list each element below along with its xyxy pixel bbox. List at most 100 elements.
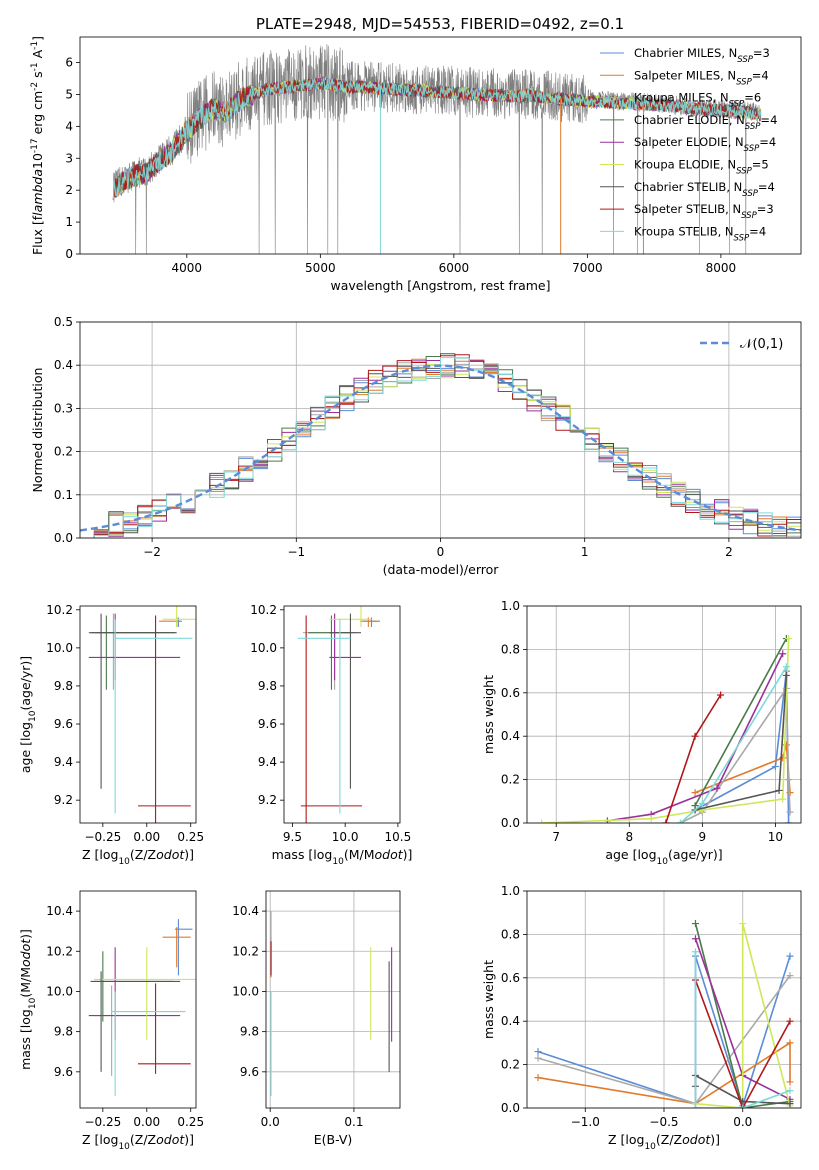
x-tick-label: −0.25 (84, 1115, 121, 1129)
y-tick-label: 9.4 (54, 755, 73, 769)
y-axis-label: Normed distribution (30, 368, 45, 493)
mass-weight-point (782, 663, 790, 671)
mass-weight-point (786, 1078, 794, 1086)
y-tick-label: 0.8 (501, 642, 520, 656)
mass-weight-line (694, 979, 791, 1108)
x-tick-label: 0.00 (133, 830, 160, 844)
x-tick-label: 0.25 (177, 1115, 204, 1129)
x-tick-label: 6000 (439, 261, 470, 275)
y-tick-label: 6 (65, 56, 73, 70)
x-axis-label: E(B-V) (314, 1132, 353, 1147)
legend-label: 𝒩(0,1) (740, 337, 783, 352)
x-tick-label: 10.5 (385, 830, 412, 844)
mass-weight-line (665, 694, 722, 823)
plot-area (112, 44, 762, 254)
y-tick-label: 9.6 (240, 1065, 259, 1079)
plot-area (534, 920, 794, 1108)
model-spectrum (112, 76, 762, 200)
y-tick-label: 10.4 (46, 904, 73, 918)
x-tick-label: 0.0 (733, 1115, 752, 1129)
x-axis-label: Z [log10(Z/Zodot)] (82, 1132, 194, 1152)
mass-weight-point (775, 786, 783, 794)
y-tick-label: 0.2 (501, 773, 520, 787)
mass-weight-point (713, 784, 721, 792)
y-tick-label: 0.1 (54, 488, 73, 502)
axes-frame (79, 605, 197, 824)
mass-weight-point (786, 952, 794, 960)
y-tick-label: 9.8 (258, 679, 277, 693)
mass-weight-point (534, 1074, 542, 1082)
y-tick-label: 0.0 (501, 816, 520, 830)
y-tick-label: 10.2 (250, 603, 277, 617)
y-axis-label: age [log10(age/yr)] (18, 656, 38, 773)
mass-weight-point (785, 776, 793, 784)
x-tick-label: 0.0 (261, 1115, 280, 1129)
y-tick-label: 9.8 (54, 679, 73, 693)
mass-weight-point (691, 920, 699, 928)
mass-weight-point (785, 819, 793, 823)
mass-weight-point (698, 799, 706, 807)
axes-frame (283, 605, 401, 824)
panel-spectrum: Chabrier MILES, NSSP=3 Salpeter MILES, NS… (30, 36, 802, 293)
y-tick-label: 10.0 (232, 984, 259, 998)
axes-frame (79, 36, 802, 255)
y-tick-label: 0.6 (501, 971, 520, 985)
mass-weight-line (694, 675, 788, 811)
y-tick-label: 0.3 (54, 401, 73, 415)
mass-weight-point (779, 795, 787, 803)
y-tick-label: 1.0 (501, 884, 520, 898)
y-tick-label: 9.6 (258, 717, 277, 731)
mass-weight-point (786, 1017, 794, 1025)
x-tick-label: 0 (437, 545, 445, 559)
y-tick-label: 4 (65, 119, 73, 133)
x-tick-label: −0.5 (649, 1115, 678, 1129)
y-tick-label: 0.2 (54, 445, 73, 459)
y-tick-label: 9.8 (54, 1025, 73, 1039)
mass-weight-point (691, 948, 699, 956)
mass-weight-point (534, 1054, 542, 1062)
plot-area (538, 635, 794, 823)
y-tick-label: 10.0 (46, 984, 73, 998)
y-tick-label: 9.6 (54, 717, 73, 731)
mass-weight-point (786, 972, 794, 980)
x-axis-label: wavelength [Angstrom, rest frame] (330, 278, 550, 293)
x-tick-label: 10 (768, 830, 783, 844)
x-tick-label: 7000 (572, 261, 603, 275)
mass-weight-point (785, 635, 793, 643)
x-tick-label: 2 (725, 545, 733, 559)
plot-area (88, 919, 196, 1096)
y-tick-label: 9.6 (54, 1065, 73, 1079)
y-tick-label: 9.2 (258, 793, 277, 807)
mass-weight-point (691, 935, 699, 943)
mass-weight-point (717, 691, 725, 699)
y-tick-label: 0.8 (501, 927, 520, 941)
y-tick-label: 0.0 (501, 1101, 520, 1115)
legend-label: Chabrier STELIB, NSSP=4 (634, 180, 775, 199)
y-tick-label: 1 (65, 215, 73, 229)
x-tick-label: 0.00 (133, 1115, 160, 1129)
mass-weight-point (662, 819, 670, 823)
mass-weight-line (541, 638, 790, 823)
mass-weight-point (782, 671, 790, 679)
residual-histogram (80, 357, 801, 538)
y-tick-label: 0.5 (54, 315, 73, 329)
x-tick-label: 9 (699, 830, 707, 844)
x-tick-label: 5000 (305, 261, 336, 275)
x-axis-label: Z [log10(Z/Zodot)] (82, 847, 194, 867)
legend-label: Chabrier ELODIE, NSSP=4 (634, 113, 777, 132)
y-axis-label: Flux [flambda10-17 erg cm-2 s-1 A-1] (30, 36, 45, 255)
figure-title: PLATE=2948, MJD=54553, FIBERID=0492, z=0… (256, 15, 624, 33)
y-tick-label: 9.4 (258, 755, 277, 769)
plot-area (297, 606, 380, 823)
mass-weight-point (691, 732, 699, 740)
legend-label: Kroupa MILES, NSSP=6 (634, 91, 761, 110)
axes-frame (79, 890, 197, 1109)
axes-frame (265, 890, 401, 1109)
panel-mass_vs_ebv: 0.0 0.1 9.6 9.8 10.0 10.2 10.4 E(B-V) (232, 890, 401, 1147)
x-tick-label: 8 (625, 830, 633, 844)
mass-weight-point (779, 650, 787, 658)
mass-weight-point (691, 789, 699, 797)
y-tick-label: 10.2 (46, 603, 73, 617)
mass-weight-point (786, 1100, 794, 1108)
